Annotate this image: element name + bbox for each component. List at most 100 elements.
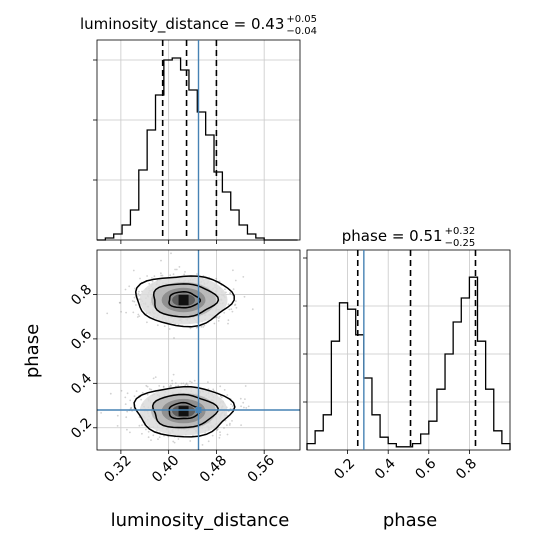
sample-point [235,300,237,302]
sample-point [216,428,219,431]
x-tick-label: 0.8 [453,456,480,483]
sample-point [154,376,157,378]
sample-point [227,410,230,413]
x-tick-label: 0.4 [372,456,399,483]
sample-point [185,382,188,385]
sample-point [184,384,187,387]
sample-point [168,328,171,330]
sample-point [184,271,186,273]
sample-point [196,273,198,275]
x-tick-label: 0.48 [197,452,230,485]
sample-point [146,393,149,396]
sample-point [120,310,122,313]
sample-point [180,382,183,385]
sample-point [183,273,186,276]
sample-point [244,398,246,400]
sample-point [100,412,102,414]
sample-point [230,308,233,310]
sample-point [141,432,143,435]
x-axis-label-right: phase [383,510,437,531]
contour-line [134,275,235,328]
sample-point [126,428,128,431]
sample-point [230,403,233,406]
sample-point [174,268,177,271]
luminosity-distance-histogram-panel: luminosity_distance = 0.43 +0.05−0.04 [80,14,317,244]
sample-point [172,273,175,276]
sample-point [152,377,155,380]
sample-point [190,381,193,384]
sample-point [173,441,176,444]
sample-point [177,438,180,440]
sample-point [169,384,172,387]
sample-point [160,274,163,277]
sample-point [133,296,136,299]
sample-point [163,325,166,327]
sample-point [215,277,218,280]
sample-point [141,391,144,394]
sample-point [169,274,172,277]
sample-point [218,280,221,283]
x-tick-label: 0.56 [245,452,278,485]
sample-point [158,385,161,387]
sample-point [151,280,154,283]
luminosity-distance-title-main: luminosity_distance = 0.43 [80,15,284,34]
sample-point [207,381,209,383]
sample-point [223,427,225,429]
sample-point [148,282,151,285]
sample-point [234,304,236,307]
grid-lines [307,250,510,450]
sample-point [226,424,228,427]
luminosity-distance-title-lower-error: −0.04 [286,26,317,37]
sample-point [224,288,226,291]
sample-point [218,436,221,439]
contour-line [168,291,202,309]
sample-point [129,431,131,434]
sample-point [195,326,198,329]
sample-point [132,269,135,272]
sample-point [240,424,243,426]
x-tick-label: 0.2 [331,456,358,483]
sample-point [152,434,155,437]
contour-line [133,385,236,438]
sample-point [242,401,245,404]
sample-point [219,431,221,434]
sample-point [132,311,135,314]
sample-point [234,303,237,306]
luminosity-distance-title-upper-error: +0.05 [286,14,317,25]
sample-point [223,311,226,314]
sample-point [232,288,235,290]
sample-point [146,275,149,277]
sample-point [116,425,119,427]
sample-point [215,316,218,319]
sample-point [138,424,141,427]
sample-point [231,405,234,407]
sample-point [203,324,206,327]
scatter-contents [97,250,300,450]
phase-title-lower-error: −0.25 [445,238,476,249]
sample-point [145,428,147,431]
sample-point [220,396,223,399]
sample-point [172,440,175,443]
sample-point [124,396,127,399]
sample-point [200,325,203,328]
sample-point [119,301,121,304]
sample-point [129,399,132,402]
sample-point [131,300,134,302]
sample-point [228,308,231,311]
sample-point [182,382,185,385]
sample-point [189,327,192,330]
sample-point [178,266,181,268]
sample-point [185,383,188,385]
sample-point [161,274,164,277]
sample-point [213,322,216,325]
sample-point [135,390,138,392]
sample-point [243,295,246,298]
sample-point [240,405,243,408]
sample-point [234,279,237,282]
sample-point [136,295,139,297]
mode-upper [106,252,254,339]
sample-point [138,315,141,317]
sample-point [235,306,238,309]
sample-point [229,422,231,425]
sample-point [138,290,140,293]
